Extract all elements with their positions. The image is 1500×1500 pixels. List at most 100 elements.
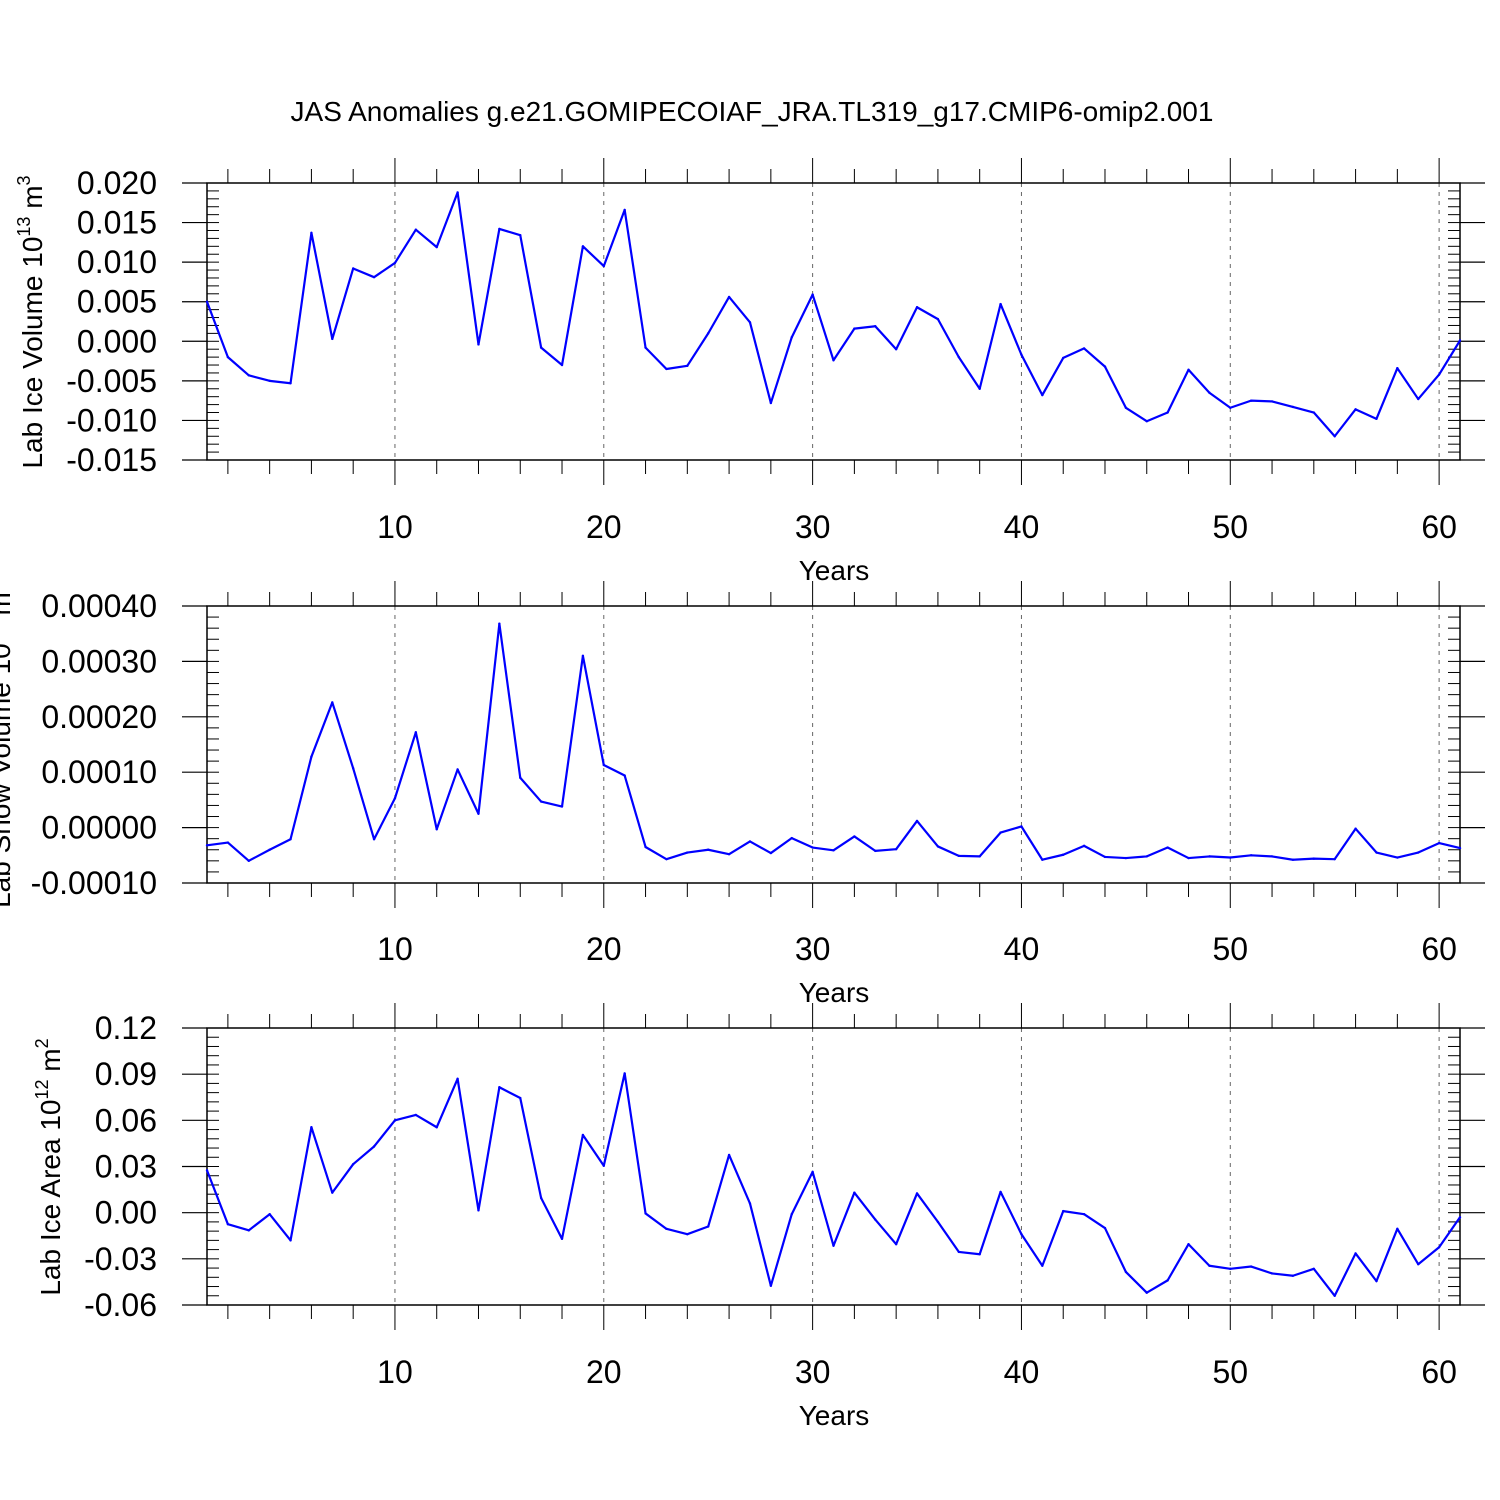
- data-point: [351, 767, 355, 770]
- data-point: [498, 1086, 501, 1089]
- data-point: [790, 836, 793, 840]
- data-point: [623, 1072, 626, 1075]
- x-tick-label: 40: [1004, 1354, 1040, 1390]
- data-point: [1187, 1243, 1190, 1246]
- data-point: [519, 1096, 522, 1100]
- data-point: [1270, 1272, 1274, 1275]
- data-point: [1041, 393, 1044, 397]
- data-point: [498, 227, 501, 231]
- data-point: [1437, 373, 1441, 376]
- data-point: [999, 1190, 1002, 1194]
- data-point: [1103, 855, 1107, 859]
- data-point: [727, 852, 731, 856]
- data-point: [1417, 851, 1420, 854]
- data-point: [769, 851, 773, 855]
- data-point: [456, 1077, 459, 1080]
- data-point: [1020, 1233, 1023, 1236]
- panel-lab-ice-area: 0.12 0.09 0.06 0.03 0.00 -0.03 -0.06 10 20 30 40 50…: [32, 1003, 1485, 1431]
- data-point: [414, 731, 418, 734]
- data-point: [477, 812, 480, 815]
- y-tick-label: 0.010: [77, 244, 157, 280]
- y-tick-label: 0.00000: [41, 810, 157, 846]
- data-point: [623, 774, 626, 777]
- data-point: [665, 367, 668, 371]
- data-point: [894, 348, 898, 351]
- x-tick-label: 50: [1212, 1354, 1248, 1390]
- data-point: [581, 245, 585, 248]
- x-tick-label: 20: [586, 1354, 622, 1390]
- data-point: [874, 1218, 877, 1221]
- data-point: [310, 1126, 313, 1129]
- y-axis-label: Lab Ice Volume 1013 m3: [14, 175, 48, 468]
- data-point: [1082, 1213, 1086, 1216]
- y-tick-label: 0.03: [95, 1149, 157, 1185]
- data-point: [435, 1126, 438, 1129]
- y-axis-label: Lab Snow Volume 1013 m3: [0, 582, 16, 908]
- data-point: [853, 1191, 856, 1194]
- y-tick-label: 0.005: [77, 284, 157, 320]
- data-point: [665, 857, 668, 861]
- data-point: [268, 1213, 271, 1216]
- data-point: [226, 841, 230, 844]
- data-point: [247, 859, 250, 863]
- data-point: [1103, 365, 1107, 368]
- data-point: [707, 848, 710, 851]
- data-point: [1270, 855, 1274, 858]
- data-point: [1124, 1270, 1128, 1274]
- data-point: [331, 1191, 334, 1194]
- data-point: [539, 800, 543, 803]
- figure-title: JAS Anomalies g.e21.GOMIPECOIAF_JRA.TL31…: [291, 96, 1214, 127]
- data-point: [707, 332, 710, 335]
- data-point: [686, 1233, 689, 1236]
- data-point: [748, 1202, 752, 1205]
- y-tick-label: -0.06: [84, 1287, 157, 1323]
- data-point: [978, 387, 981, 390]
- data-point: [1417, 1263, 1420, 1266]
- y-tick-label: 0.09: [95, 1056, 157, 1092]
- data-point: [1145, 420, 1148, 423]
- data-point: [560, 1237, 564, 1241]
- data-point: [310, 755, 313, 758]
- data-point: [393, 797, 397, 800]
- data-point: [790, 336, 793, 339]
- data-point: [372, 838, 376, 841]
- data-point: [331, 701, 334, 704]
- data-point: [811, 1170, 814, 1174]
- data-point: [665, 1227, 668, 1231]
- data-point: [1396, 1227, 1399, 1231]
- data-point: [1417, 397, 1420, 401]
- data-point: [769, 1284, 773, 1287]
- data-point: [1249, 1265, 1253, 1268]
- data-point: [205, 1169, 209, 1172]
- data-point: [289, 1239, 292, 1242]
- data-point: [999, 302, 1002, 306]
- y-axis-label: Lab Ice Area 1012 m2: [32, 1038, 66, 1295]
- data-point: [519, 234, 522, 237]
- data-point: [1333, 857, 1336, 861]
- data-point: [915, 819, 919, 823]
- data-point: [1082, 844, 1086, 848]
- data-point: [727, 1153, 731, 1157]
- data-point: [351, 1162, 355, 1166]
- data-point: [1458, 1216, 1462, 1219]
- y-tick-label: 0.06: [95, 1102, 157, 1138]
- data-point: [957, 854, 960, 858]
- y-tick-label: 0.020: [77, 165, 157, 201]
- data-point: [811, 293, 814, 296]
- data-point: [372, 1145, 376, 1148]
- x-axis-label: Years: [799, 977, 870, 1008]
- data-point: [686, 851, 689, 854]
- data-point: [581, 1133, 585, 1137]
- data-point: [1145, 855, 1148, 858]
- y-tick-label: 0.000: [77, 323, 157, 359]
- data-point: [289, 382, 292, 385]
- data-point: [644, 346, 647, 349]
- data-point: [351, 267, 355, 270]
- data-point: [331, 337, 334, 341]
- data-point: [1187, 368, 1190, 371]
- data-point: [936, 845, 940, 848]
- data-point: [226, 355, 230, 359]
- data-point: [874, 849, 877, 853]
- data-point: [1187, 856, 1190, 860]
